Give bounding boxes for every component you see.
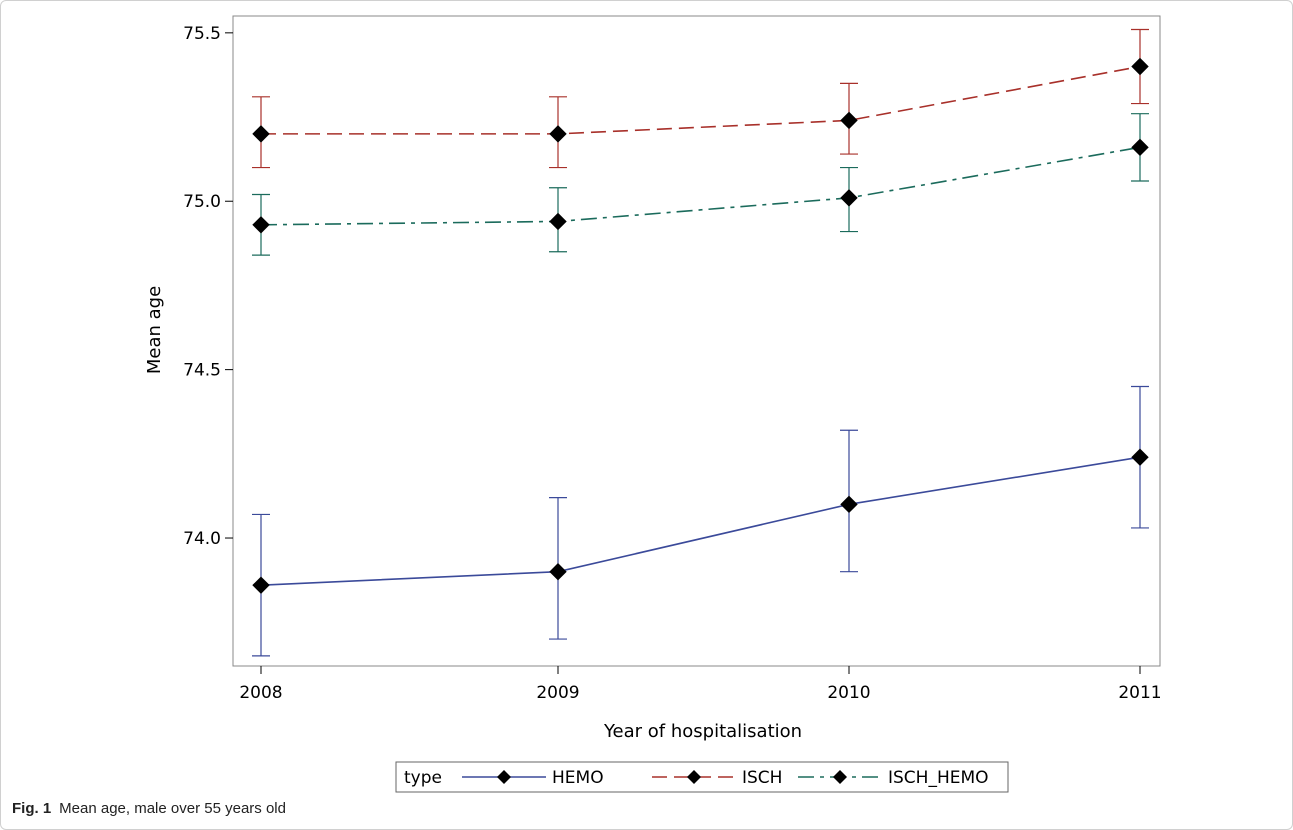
series-hemo	[252, 385, 1149, 657]
series-layer	[252, 28, 1149, 657]
data-point	[549, 212, 567, 231]
data-point	[1131, 448, 1149, 466]
line-chart: 74.0 74.5 75.0 75.5 2008 2009 2010 2011 Year o…	[144, 15, 1162, 793]
figure-caption-text: Mean age, male over 55 years old	[59, 800, 286, 817]
legend-marker	[497, 770, 511, 784]
x-tick-label: 2010	[827, 683, 870, 703]
y-tick-label: 74.5	[183, 361, 221, 381]
data-point	[252, 125, 270, 143]
data-point	[549, 562, 567, 581]
data-point	[549, 125, 567, 143]
legend-marker	[687, 770, 701, 784]
data-point	[840, 495, 858, 514]
y-tick-label: 75.5	[183, 24, 221, 44]
series-line	[261, 65, 1141, 135]
y-tick-label: 75.0	[183, 192, 221, 212]
legend-label: ISCH_HEMO	[888, 768, 989, 788]
x-tick-label: 2008	[239, 683, 282, 703]
y-axis: 74.0 74.5 75.0 75.5	[183, 24, 233, 549]
x-axis-label: Year of hospitalisation	[603, 721, 802, 742]
figure-caption: Fig. 1 Mean age, male over 55 years old	[12, 800, 286, 817]
legend-marker	[833, 770, 847, 784]
data-point	[840, 111, 858, 130]
y-tick-label: 74.0	[183, 529, 221, 549]
x-tick-label: 2011	[1118, 683, 1161, 703]
y-axis-label: Mean age	[144, 286, 165, 374]
x-tick-label: 2009	[536, 683, 579, 703]
data-point	[1131, 138, 1149, 157]
figure-label: Fig. 1	[12, 800, 52, 817]
series-isch-hemo	[252, 113, 1149, 256]
legend-label: ISCH	[742, 768, 782, 788]
data-point	[840, 189, 858, 207]
x-axis: 2008 2009 2010 2011	[239, 666, 1162, 703]
data-point	[252, 216, 270, 234]
data-point	[1131, 57, 1149, 76]
plot-area	[232, 15, 1161, 667]
series-isch	[252, 28, 1149, 169]
legend-title: type	[404, 768, 442, 788]
legend-label: HEMO	[552, 768, 604, 788]
legend: type HEMO ISCH ISCH_HEMO	[395, 761, 1009, 793]
series-line	[260, 146, 1141, 226]
series-line	[260, 456, 1141, 586]
data-point	[252, 576, 270, 594]
